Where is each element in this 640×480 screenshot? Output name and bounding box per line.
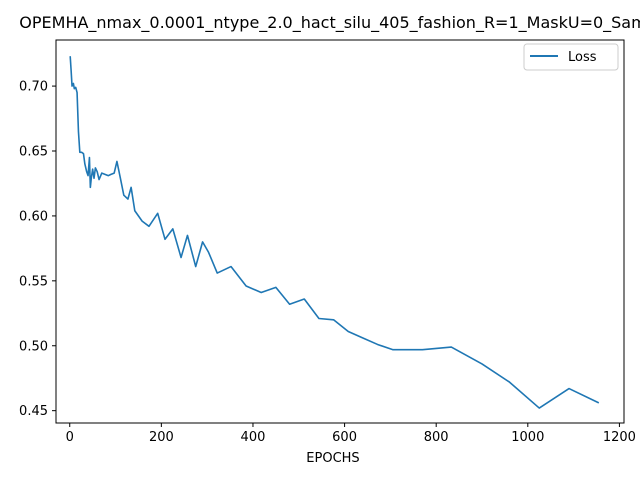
y-tick-label: 0.50	[19, 339, 48, 354]
x-tick-label: 1200	[603, 430, 636, 445]
x-axis: 0 200 400 600 800 1000 1200	[66, 423, 636, 445]
y-tick-label: 0.70	[19, 80, 48, 95]
x-tick-label: 200	[149, 430, 174, 445]
legend-label-loss: Loss	[568, 50, 597, 65]
x-tick-label: 600	[332, 430, 357, 445]
chart-title: OPEMHA_nmax_0.0001_ntype_2.0_hact_silu_4…	[19, 13, 640, 33]
plot-area	[69, 56, 600, 409]
x-tick-label: 800	[424, 430, 449, 445]
y-tick-label: 0.65	[19, 145, 48, 160]
x-tick-label: 0	[66, 430, 74, 445]
legend-box	[523, 43, 619, 71]
x-tick-label: 1000	[511, 430, 544, 445]
plot-frame	[55, 39, 625, 424]
y-tick-label: 0.55	[19, 274, 48, 289]
series-line-loss	[69, 56, 600, 409]
legend: Loss	[523, 43, 619, 71]
y-tick-label: 0.60	[19, 209, 48, 224]
y-tick-label: 0.45	[19, 404, 48, 419]
x-axis-label: EPOCHS	[306, 451, 359, 466]
x-tick-label: 400	[241, 430, 266, 445]
y-axis: 0.45 0.50 0.55 0.60 0.65 0.70	[19, 80, 56, 419]
